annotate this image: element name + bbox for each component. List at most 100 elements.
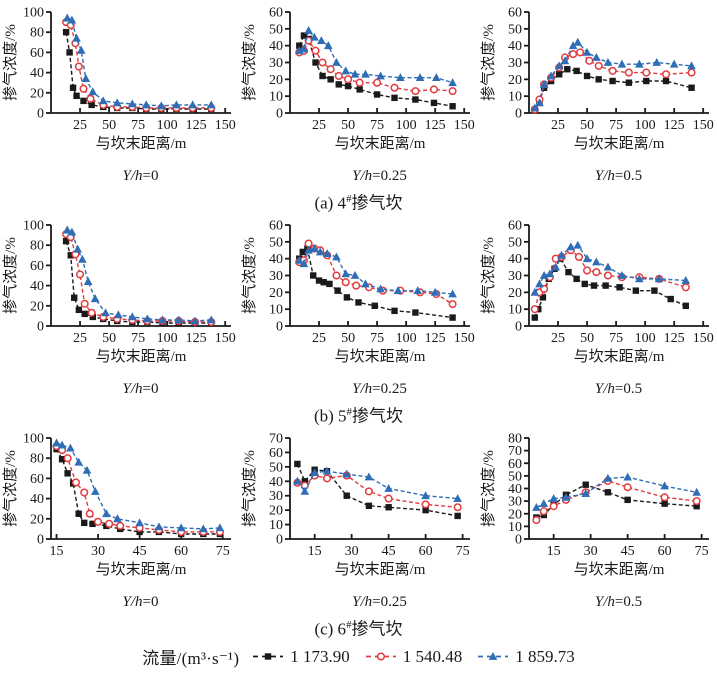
- marker-square: [604, 489, 612, 496]
- marker-square: [334, 287, 341, 294]
- marker-square: [651, 287, 658, 294]
- marker-square: [564, 66, 571, 73]
- caption-text: (a) 4: [314, 193, 347, 213]
- x-axis-ticks: 15 30 45 60 75: [50, 534, 230, 559]
- marker-circle-open: [80, 488, 89, 497]
- x-axis-ticks: 25 50 75 100 125 150: [73, 108, 236, 133]
- series-circle-open: [295, 36, 457, 96]
- marker-triangle: [293, 476, 302, 485]
- marker-square: [555, 71, 563, 78]
- x-tick-label: 25: [73, 331, 87, 346]
- marker-triangle: [623, 472, 632, 481]
- y-tick-label: 100: [23, 432, 44, 447]
- x-tick-label: 75: [370, 118, 384, 133]
- x-axis-label: 与坎末距离/m: [96, 561, 187, 578]
- marker-square: [531, 314, 539, 321]
- marker-circle-open: [608, 66, 617, 75]
- axes: [50, 12, 231, 114]
- x-axis-label: 与坎末距离/m: [96, 135, 187, 152]
- y-tick-label: 10: [269, 303, 283, 318]
- marker-triangle: [315, 247, 325, 256]
- axes: [289, 438, 470, 540]
- chart-canvas: 0 20 40 60 80 100 25 50 75 100 125 150 与坎末距离/m 掺气浓度/%: [2, 219, 236, 366]
- x-tick-label: 100: [396, 118, 417, 133]
- x-axis-label: 与坎末距离/m: [574, 561, 665, 578]
- marker-circle-open: [344, 75, 353, 84]
- marker-triangle: [592, 257, 601, 266]
- marker-triangle: [101, 308, 110, 317]
- subtitle-variable: Y/h: [352, 594, 373, 610]
- y-tick-label: 50: [269, 22, 283, 37]
- marker-square: [296, 42, 303, 49]
- marker-triangle: [681, 276, 691, 284]
- marker-triangle: [90, 294, 100, 303]
- y-tick-label: 50: [269, 235, 283, 250]
- charts-row-b: 0 20 40 60 80 100 25 50 75 100 125 150 与坎末距离/m 掺气浓度/%…: [0, 218, 717, 401]
- marker-square: [343, 492, 350, 499]
- marker-circle-open: [334, 71, 343, 81]
- series-square: [62, 29, 215, 113]
- marker-triangle: [376, 284, 385, 293]
- marker-circle-open: [105, 519, 114, 528]
- x-tick-label: 150: [215, 118, 236, 133]
- marker-circle-open: [448, 300, 457, 309]
- marker-triangle: [141, 100, 151, 109]
- marker-circle-open: [574, 252, 583, 262]
- marker-triangle: [317, 36, 326, 45]
- y-tick-label: 60: [30, 259, 44, 274]
- marker-circle-open: [448, 87, 457, 96]
- chart-subtitle: Y/h=0.25: [241, 381, 476, 401]
- marker-square: [312, 59, 319, 66]
- chart-canvas: 0 20 40 60 80 100 25 50 75 100 125 150 与坎末距离/m 掺气浓度/%: [2, 6, 236, 153]
- y-tick-label: 40: [269, 475, 283, 490]
- marker-triangle: [448, 289, 457, 298]
- marker-triangle: [660, 481, 669, 490]
- subtitle-value: =0.25: [372, 168, 407, 184]
- x-tick-label: 30: [345, 544, 359, 559]
- marker-circle-open: [352, 281, 361, 290]
- y-tick-label: 0: [276, 320, 283, 335]
- x-tick-label: 125: [425, 118, 446, 133]
- marker-circle-open: [116, 521, 125, 530]
- axes: [289, 225, 470, 327]
- marker-square: [661, 500, 668, 507]
- chart-cell-7: 0 10 20 30 40 50 60 70 15 30 45 60 75 与坎末距离/m 掺气浓度/% Y/…: [241, 431, 476, 614]
- series-triangle: [530, 240, 691, 296]
- legend-item-circle-open: 1 540.48: [364, 647, 462, 667]
- marker-square: [62, 237, 70, 245]
- axes: [50, 225, 231, 327]
- chart-canvas: 0 20 40 60 80 100 15 30 45 60 75 与坎末距离/m 掺气浓度/%: [2, 432, 231, 578]
- y-tick-label: 0: [276, 107, 283, 122]
- x-tick-label: 30: [584, 544, 598, 559]
- marker-triangle: [617, 59, 627, 68]
- x-tick-label: 150: [215, 331, 236, 346]
- caption-sup: #: [346, 193, 352, 205]
- marker-triangle: [82, 465, 92, 474]
- y-tick-label: 30: [269, 56, 283, 71]
- chart-subtitle: Y/h=0: [2, 594, 237, 614]
- marker-square: [582, 481, 589, 488]
- marker-square: [299, 248, 306, 256]
- subtitle-value: =0: [142, 594, 159, 610]
- marker-circle-open: [341, 278, 350, 287]
- series-triangle: [62, 225, 216, 325]
- marker-triangle: [190, 316, 200, 325]
- caption-text: (c) 6: [314, 619, 347, 639]
- y-axis-label: 掺气浓度/%: [241, 237, 258, 314]
- x-tick-label: 25: [73, 118, 87, 133]
- x-tick-label: 45: [621, 544, 635, 559]
- y-tick-label: 40: [30, 66, 44, 81]
- marker-triangle: [299, 259, 309, 268]
- subtitle-variable: Y/h: [122, 381, 143, 397]
- marker-circle-open: [74, 62, 83, 71]
- x-tick-label: 125: [664, 331, 685, 346]
- y-tick-label: 50: [508, 469, 522, 484]
- x-axis-ticks: 15 30 45 60 75: [308, 534, 470, 559]
- marker-circle-open: [594, 61, 603, 70]
- marker-square: [343, 294, 351, 301]
- marker-triangle: [687, 61, 696, 70]
- marker-triangle: [539, 499, 549, 508]
- marker-triangle: [453, 494, 462, 502]
